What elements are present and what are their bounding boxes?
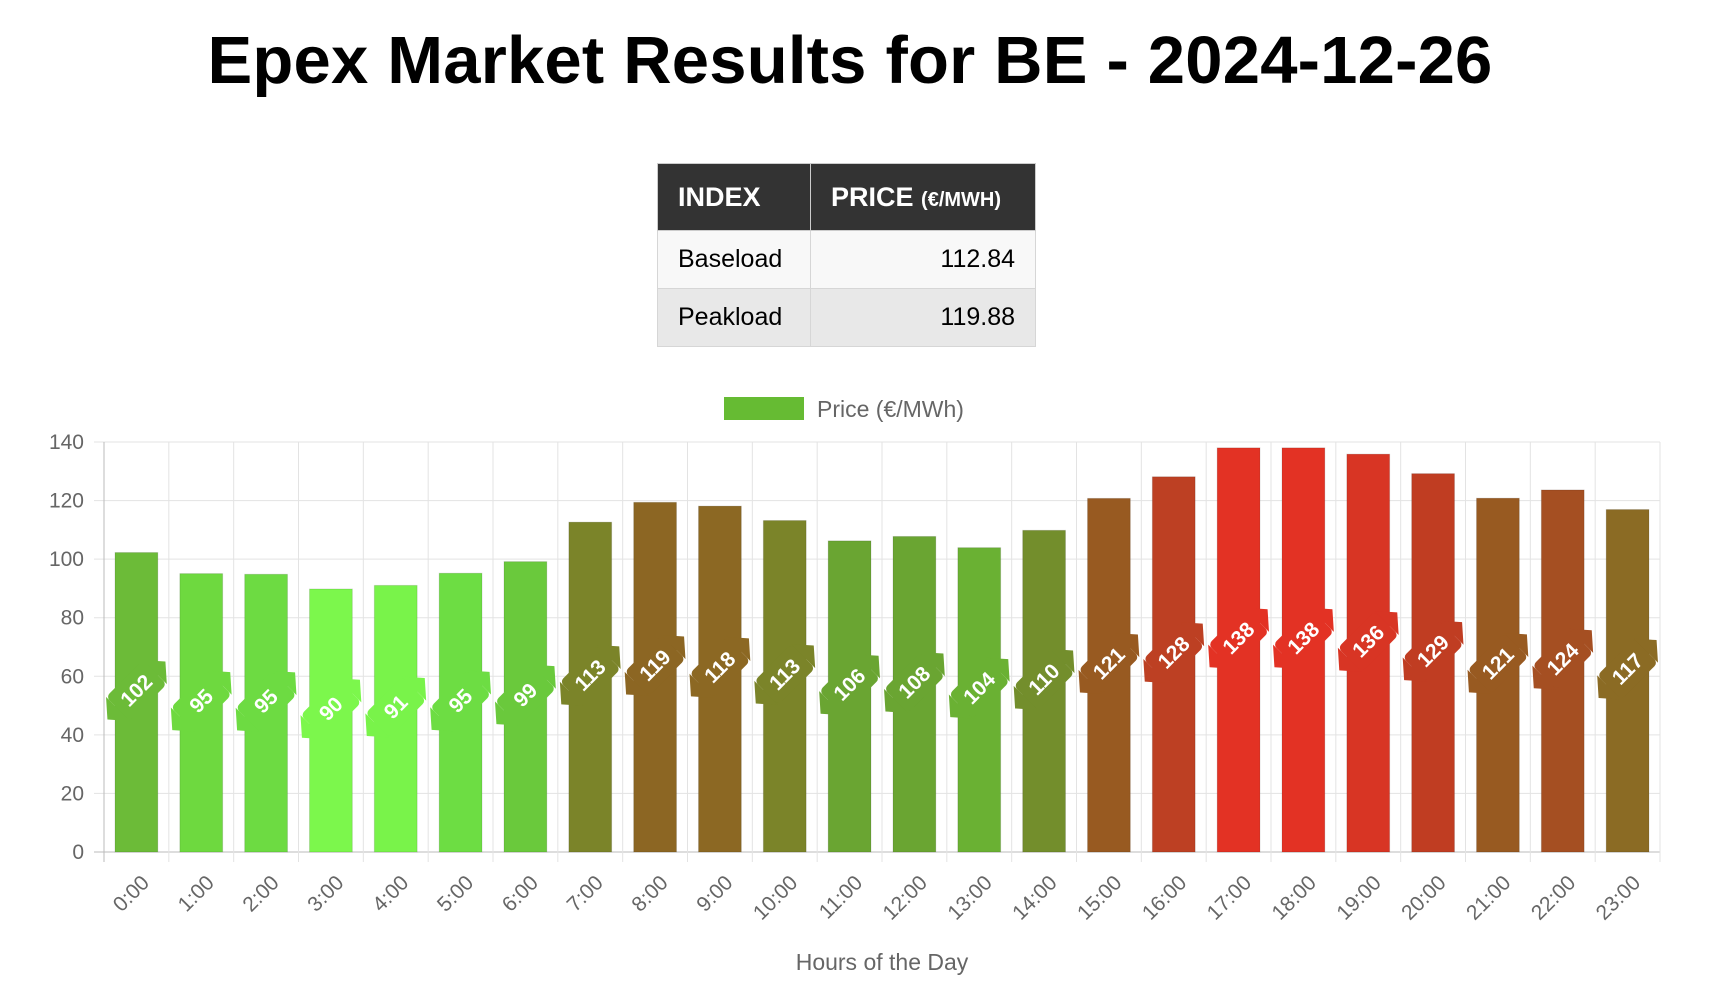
price-header-unit: (€/MWH) [921,188,1002,211]
x-tick-label: 1:00 [174,871,219,916]
data-label-background [432,672,489,730]
table-row: Peakload 119.88 [657,288,1036,347]
data-label: 95 [235,671,297,732]
data-label: 95 [170,670,232,732]
x-tick-label: 18:00 [1268,871,1321,924]
x-tick-label: 19:00 [1332,871,1385,924]
data-label-background [626,637,684,694]
y-tick-label: 40 [61,724,84,747]
x-tick-label: 4:00 [368,871,413,916]
x-tick-label: 2:00 [238,871,283,916]
chart-grid [94,441,1661,862]
data-label-background [1080,635,1138,692]
data-label-background [756,646,814,703]
data-label-background [1339,613,1397,670]
data-label-background [108,662,165,719]
x-tick-label: 10:00 [749,871,802,924]
y-tick-label: 140 [49,431,84,454]
x-axis-title: Hours of the Day [796,949,969,975]
x-tick-label: 9:00 [692,871,737,916]
legend-swatch [724,397,804,420]
data-label-background [1469,635,1527,692]
y-tick-label: 60 [61,665,84,688]
x-tick-label: 5:00 [433,871,478,916]
x-tick-label: 13:00 [943,871,996,924]
y-axis-ticks: 0 20 40 60 80 100 120 140 [49,431,84,864]
y-tick-label: 20 [61,782,84,805]
x-tick-label: 22:00 [1527,871,1580,924]
data-label-background [886,654,943,711]
x-axis-ticks: 0:00 1:00 2:00 3:00 4:00 5:00 6:00 7:00 8:00 9:00… [109,871,1645,924]
table-header-row: INDEX PRICE (€/MWH) [657,163,1036,231]
x-tick-label: 21:00 [1462,871,1515,924]
y-tick-label: 120 [49,490,84,513]
data-label-pointer [819,691,844,716]
price-header-label: PRICE [831,181,914,212]
x-tick-label: 0:00 [109,871,154,916]
data-label-pointer [855,654,880,679]
data-label-pointer [1013,685,1038,710]
data-label: 95 [430,670,491,732]
data-label-background [1275,609,1332,667]
x-tick-label: 15:00 [1073,871,1126,924]
data-label-background [1599,640,1656,698]
index-price-table: INDEX PRICE (€/MWH) Baseload 112.84 Peak… [657,163,1036,347]
price-value-peakload: 119.88 [810,288,1036,347]
x-tick-label: 3:00 [303,871,348,916]
x-tick-label: 12:00 [879,871,932,924]
data-label-background [367,678,425,736]
data-label: 99 [495,664,556,726]
data-label: 90 [300,678,362,740]
data-label-background [497,666,554,724]
table-row: Baseload 112.84 [657,230,1036,289]
x-tick-label: 17:00 [1203,871,1256,924]
chart-legend[interactable]: Price (€/MWh) [724,396,964,422]
y-tick-label: 80 [61,607,84,630]
x-tick-label: 20:00 [1397,871,1450,924]
data-label-background [1534,630,1592,688]
data-label-background [691,639,749,696]
data-label-pointer [920,652,945,677]
legend-label: Price (€/MWh) [817,396,964,422]
data-label: 104 [948,657,1010,719]
index-label-peakload: Peakload [657,288,811,347]
data-label-background [1145,624,1203,682]
data-label-background [950,659,1008,717]
y-tick-label: 0 [72,841,84,864]
data-label-background [302,680,360,738]
chart-data-labels: 102 95 95 90 91 95 99 113 119 118 113 106 108 104 110 1… [106,607,1658,740]
data-label-background [1015,651,1073,708]
data-label: 91 [365,676,427,738]
x-tick-label: 6:00 [498,871,543,916]
data-label-pointer [531,664,556,689]
column-header-index: INDEX [657,163,811,231]
page-title: Epex Market Results for BE - 2024-12-26 [207,23,1493,98]
x-tick-label: 23:00 [1592,871,1645,924]
index-label-baseload: Baseload [657,230,811,289]
data-label-background [1404,622,1462,680]
data-label-background [821,656,878,714]
x-tick-label: 16:00 [1138,871,1191,924]
x-tick-label: 14:00 [1008,871,1061,924]
data-label-pointer [884,688,909,713]
data-label: 113 [754,644,816,705]
x-tick-label: 7:00 [563,871,608,916]
x-tick-label: 8:00 [627,871,672,916]
data-label-background [172,672,230,730]
data-label-background [561,647,619,704]
price-value-baseload: 112.84 [810,230,1036,289]
column-header-price: PRICE (€/MWH) [810,163,1036,231]
y-tick-label: 100 [49,548,84,571]
data-label-pointer [985,657,1010,682]
data-label-background [1210,609,1267,667]
data-label-background [237,673,295,730]
x-tick-label: 11:00 [815,871,867,923]
data-label-pointer [948,694,973,719]
